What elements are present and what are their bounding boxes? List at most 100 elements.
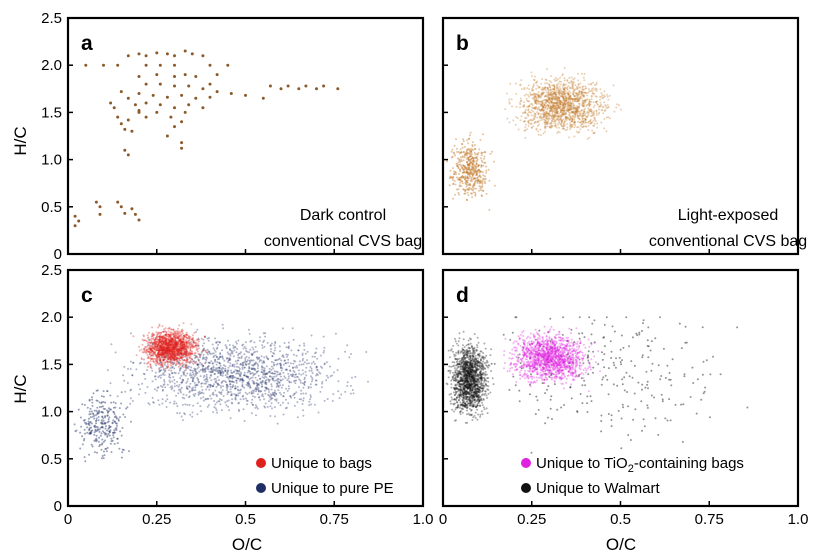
data-point [86, 406, 89, 409]
data-point [540, 82, 543, 85]
data-point [201, 389, 204, 391]
series-0 [446, 66, 622, 211]
data-point [203, 379, 206, 381]
data-point [485, 171, 488, 174]
data-point [311, 355, 314, 358]
data-point [532, 117, 535, 120]
data-point [574, 106, 577, 109]
data-point [336, 87, 340, 91]
data-point [199, 405, 202, 408]
data-point [586, 103, 589, 106]
data-point [179, 340, 182, 343]
data-point [169, 381, 172, 384]
data-point [541, 118, 544, 121]
data-point [114, 406, 117, 409]
data-point [531, 106, 534, 109]
data-point [91, 401, 94, 404]
data-point [303, 376, 306, 379]
data-point [569, 122, 572, 124]
data-point [139, 361, 142, 364]
data-point [188, 391, 191, 394]
data-point [547, 120, 550, 123]
data-point [461, 143, 463, 146]
data-point [289, 373, 292, 376]
data-point [613, 110, 616, 113]
data-point [464, 153, 467, 155]
data-point [537, 120, 540, 123]
data-point [301, 352, 304, 355]
data-point [559, 90, 562, 93]
data-point [553, 107, 556, 110]
data-point [548, 118, 551, 120]
data-point [164, 369, 167, 372]
data-point [194, 386, 197, 389]
data-point [592, 119, 595, 122]
data-point [561, 107, 564, 110]
data-point [130, 129, 134, 133]
data-point [526, 113, 529, 116]
data-point [115, 426, 118, 429]
data-point [570, 106, 573, 109]
data-point [555, 109, 558, 112]
data-point [213, 355, 215, 357]
data-point [479, 139, 482, 141]
data-point [208, 376, 211, 379]
data-point [579, 110, 582, 113]
data-point [550, 109, 553, 112]
data-point [235, 342, 238, 345]
data-point [471, 173, 474, 176]
data-point [554, 125, 557, 128]
data-point [524, 129, 527, 132]
data-point [182, 363, 185, 366]
data-point [536, 125, 539, 127]
data-point [310, 362, 313, 365]
data-point [530, 93, 532, 96]
data-point [538, 106, 540, 109]
data-point [312, 360, 315, 363]
data-point [537, 112, 540, 115]
data-point [201, 382, 204, 385]
data-point [463, 170, 465, 173]
data-point [286, 389, 289, 392]
data-point [547, 101, 550, 104]
data-point [261, 344, 264, 347]
data-point [585, 92, 588, 95]
data-point [564, 115, 567, 118]
data-point [556, 104, 559, 107]
data-point [116, 424, 118, 427]
data-point [189, 360, 192, 362]
data-point [205, 351, 208, 354]
data-point [462, 188, 465, 191]
data-point [582, 120, 585, 123]
data-point [533, 94, 535, 97]
data-point [583, 125, 585, 128]
data-point [552, 104, 555, 107]
data-point [180, 141, 184, 145]
data-point [469, 162, 472, 165]
y-tick-label: 0 [54, 246, 62, 263]
data-point [594, 100, 597, 103]
data-point [537, 130, 539, 133]
data-point [166, 383, 169, 386]
data-point [263, 339, 266, 342]
data-point [573, 126, 576, 129]
data-point [233, 365, 236, 368]
data-point [569, 94, 572, 97]
data-point [593, 104, 596, 107]
data-point [265, 365, 268, 368]
data-point [141, 343, 144, 346]
data-point [581, 88, 584, 91]
data-point [592, 110, 595, 113]
data-point [532, 83, 535, 86]
data-point [344, 390, 347, 393]
data-point [219, 403, 222, 406]
data-point [295, 354, 298, 357]
data-point [562, 91, 565, 94]
data-point [491, 150, 494, 153]
data-point [181, 332, 184, 335]
data-point [265, 355, 268, 358]
data-point [203, 382, 206, 385]
data-point [166, 360, 169, 363]
data-point [305, 374, 308, 377]
data-point [542, 105, 545, 108]
